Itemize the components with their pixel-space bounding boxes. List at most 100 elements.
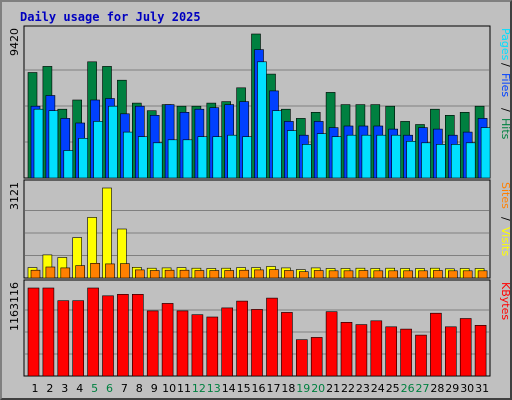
bar-sites [254, 269, 264, 279]
x-tick-label: 17 [267, 382, 281, 395]
bar-pages [182, 139, 193, 179]
legend-separator: / [499, 63, 512, 67]
x-tick-label: 12 [192, 382, 206, 395]
bar-kbytes [146, 310, 159, 377]
bar-sites [164, 269, 175, 279]
bar-pages [465, 142, 476, 179]
bar-kbytes [430, 312, 442, 377]
bar-kbytes [459, 318, 472, 377]
bar-kbytes [27, 287, 40, 377]
bar-pages [242, 136, 252, 179]
bar-sites [105, 263, 115, 279]
legend-kbytes: KBytes [499, 282, 512, 320]
bar-sites [447, 270, 458, 279]
bar-kbytes [117, 293, 129, 377]
bar-pages [450, 144, 461, 179]
bar-kbytes [206, 316, 219, 377]
bar-pages [197, 136, 208, 179]
x-tick-label: 7 [121, 382, 128, 395]
bar-sites [298, 271, 309, 279]
bar-pages [48, 110, 59, 179]
bar-kbytes [251, 309, 263, 377]
bar-pages [257, 61, 267, 179]
bar-pages [123, 131, 133, 179]
bar-kbytes [385, 326, 398, 377]
bar-kbytes [340, 321, 353, 377]
bar-kbytes [444, 326, 457, 377]
legend-separator: / [499, 108, 512, 112]
bar-kbytes [102, 295, 114, 377]
bar-kbytes [132, 293, 144, 377]
bar-sites [388, 270, 399, 279]
bar-kbytes [42, 287, 55, 377]
bar-pages [480, 127, 491, 179]
x-tick-label: 26 [401, 382, 415, 395]
bar-pages [78, 138, 88, 179]
bar-pages [331, 136, 342, 179]
bar-kbytes [176, 310, 189, 377]
bar-pages [421, 142, 431, 179]
bar-kbytes [57, 300, 70, 377]
bar-sites [313, 270, 324, 279]
bar-sites [433, 270, 443, 279]
x-tick-label: 27 [416, 382, 430, 395]
bar-kbytes [295, 339, 308, 377]
ymax-label-visits_sites: 3121 [8, 182, 21, 210]
bar-pages [108, 105, 118, 179]
x-tick-label: 6 [106, 382, 113, 395]
bar-pages [93, 121, 103, 179]
x-tick-label: 31 [475, 382, 489, 395]
bar-kbytes [325, 311, 338, 377]
bar-kbytes [355, 324, 368, 377]
bar-sites [269, 269, 279, 279]
plot-area-visits_sites [23, 179, 491, 279]
x-tick-label: 23 [356, 382, 370, 395]
bar-sites [149, 270, 160, 279]
bar-kbytes [221, 307, 233, 377]
legend-pages: Pages [499, 28, 512, 61]
bar-sites [328, 270, 339, 279]
bar-sites [209, 270, 220, 279]
bar-sites [60, 267, 71, 279]
x-tick-label: 10 [162, 382, 176, 395]
legend-files: Files [499, 73, 512, 97]
x-tick-label: 8 [136, 382, 143, 395]
x-tick-label: 5 [91, 382, 98, 395]
x-tick-label: 28 [430, 382, 444, 395]
x-tick-label: 21 [326, 382, 340, 395]
x-tick-label: 30 [460, 382, 474, 395]
x-tick-label: 20 [311, 382, 325, 395]
legend-sites: Sites [499, 182, 512, 209]
x-tick-label: 11 [177, 382, 191, 395]
x-tick-label: 22 [341, 382, 355, 395]
bar-pages [138, 136, 148, 179]
bar-pages [376, 134, 387, 179]
bar-kbytes [266, 297, 278, 377]
bar-sites [418, 270, 428, 279]
bar-sites [239, 269, 249, 279]
bar-pages [436, 144, 446, 179]
bar-kbytes [236, 300, 248, 377]
ymax-label-kbytes: 1163116 [8, 282, 21, 331]
bar-kbytes [191, 314, 204, 377]
x-tick-label: 1 [32, 382, 39, 395]
bar-pages [212, 136, 223, 179]
bar-sites [224, 270, 234, 279]
x-tick-label: 19 [296, 382, 310, 395]
x-tick-label: 18 [281, 382, 295, 395]
ymax-label-hits_files_pages: 9420 [8, 28, 21, 56]
bar-pages [406, 141, 416, 179]
x-tick-label: 29 [445, 382, 459, 395]
x-tick-label: 16 [252, 382, 266, 395]
bar-sites [462, 270, 473, 279]
bar-sites [477, 270, 488, 279]
x-tick-label: 24 [371, 382, 385, 395]
bar-kbytes [310, 337, 323, 377]
x-tick-label: 25 [386, 382, 400, 395]
bar-sites [45, 266, 56, 279]
bar-kbytes [474, 324, 487, 377]
bar-pages [227, 134, 237, 179]
x-tick-label: 2 [46, 382, 53, 395]
bar-pages [361, 134, 372, 179]
